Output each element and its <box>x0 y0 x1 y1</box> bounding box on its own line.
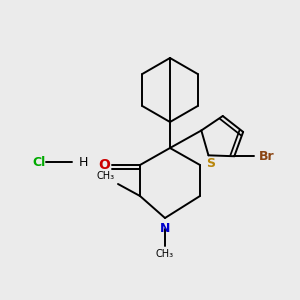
Text: Br: Br <box>259 150 275 163</box>
Text: H: H <box>79 155 88 169</box>
Text: Cl: Cl <box>32 155 45 169</box>
Text: S: S <box>206 157 215 170</box>
Text: CH₃: CH₃ <box>97 171 115 181</box>
Text: CH₃: CH₃ <box>156 249 174 259</box>
Text: N: N <box>160 222 170 235</box>
Text: O: O <box>98 158 110 172</box>
